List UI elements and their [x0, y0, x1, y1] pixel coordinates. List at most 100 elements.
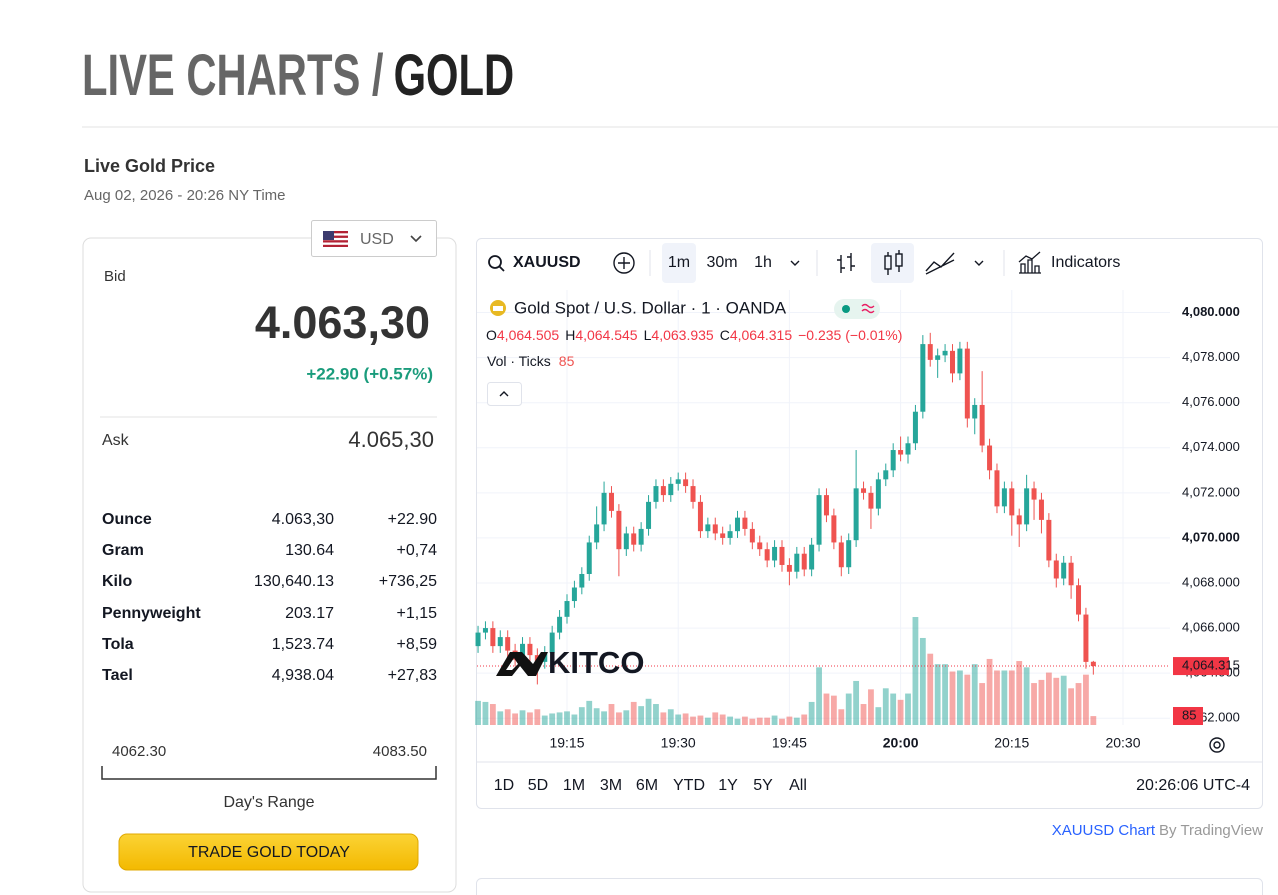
candle-body	[735, 517, 741, 532]
volume-bar	[868, 689, 874, 725]
bar-style-icon[interactable]	[837, 253, 855, 273]
volume-bar	[734, 718, 741, 725]
volume-bar	[549, 713, 556, 725]
interval-button[interactable]: 1h	[754, 254, 772, 271]
symbol[interactable]: XAUUSD	[513, 254, 581, 271]
unit-name: Tael	[102, 667, 133, 684]
bid-label: Bid	[104, 268, 126, 285]
candle-body	[1090, 661, 1096, 667]
price-card	[82, 237, 457, 893]
currency-select[interactable]	[311, 220, 437, 257]
range-button[interactable]: 6M	[636, 777, 658, 794]
candle-body	[890, 450, 896, 471]
chevron[interactable]	[790, 260, 800, 266]
unit-price: 4,938.04	[272, 667, 334, 684]
volume-bar	[764, 717, 771, 725]
unit-name: Gram	[102, 542, 144, 559]
collapse-button[interactable]	[487, 382, 522, 406]
candle-body	[853, 488, 859, 541]
range-button[interactable]: 1Y	[718, 777, 738, 794]
plot: 4,080.000 4,078.000 4,076.000 4,074.000 4,07…	[475, 290, 1240, 751]
volume-bar	[534, 709, 541, 725]
volume-bar	[1068, 688, 1075, 725]
volume-bar	[1075, 683, 1082, 725]
candle-body	[638, 528, 644, 545]
candle-body	[579, 573, 585, 588]
attribution-link[interactable]: XAUUSD Chart	[1052, 822, 1156, 839]
unit-price: 1,523.74	[272, 636, 334, 653]
candle-body	[1038, 499, 1044, 520]
title-part: LIVE CHARTS /	[82, 43, 383, 108]
volume-tag	[1173, 707, 1203, 725]
chevron	[499, 391, 509, 397]
volume-legend-label: Vol · Ticks	[487, 353, 551, 369]
range-button[interactable]: 5Y	[753, 777, 773, 794]
candle-body	[527, 643, 533, 656]
volume-bar	[541, 715, 548, 725]
candle-body	[675, 479, 681, 484]
x-tick-label: 20:15	[994, 735, 1029, 751]
range-button[interactable]: 5D	[528, 777, 548, 794]
volume-bar	[712, 712, 719, 725]
ohlc-label: H	[565, 327, 575, 343]
volume-bar	[556, 712, 563, 725]
candle-body	[631, 533, 637, 545]
volume-bar	[601, 711, 607, 725]
search-icon[interactable]	[488, 255, 502, 269]
y-tick-label: 4,068.000	[1182, 574, 1240, 589]
volume-bar	[482, 701, 489, 725]
interval-button[interactable]: 30m	[706, 254, 737, 271]
range-button[interactable]: 1M	[563, 777, 585, 794]
watermark-text: KITCO	[548, 645, 644, 680]
candle-body	[964, 348, 970, 419]
ohlc-label: L	[644, 327, 652, 343]
compare-button[interactable]	[613, 252, 635, 274]
unit-name: Ounce	[102, 511, 152, 528]
volume-bar	[897, 699, 904, 725]
y-tick-label: 4,072.000	[1182, 484, 1240, 499]
volume-bar	[497, 711, 504, 725]
trade-button[interactable]	[118, 833, 419, 871]
volume-bar	[615, 712, 622, 725]
range-button[interactable]: All	[789, 777, 807, 794]
volume-bar	[519, 710, 526, 725]
candle-body	[482, 628, 488, 633]
compare-plus	[618, 257, 630, 269]
interval-button[interactable]: 1m	[668, 254, 690, 271]
candle-body	[594, 524, 600, 543]
title-strong: GOLD	[394, 43, 515, 108]
range-button[interactable]: 3M	[600, 777, 622, 794]
volume-bar	[830, 695, 837, 725]
volume-bar	[838, 709, 845, 725]
volume-bar	[586, 700, 593, 725]
x-tick-label: 20:00	[883, 735, 919, 751]
volume-bar	[504, 709, 511, 725]
volume-bar	[704, 717, 711, 725]
candle-body	[475, 632, 481, 647]
candle-body	[772, 546, 778, 561]
range-button[interactable]: 1D	[494, 777, 514, 794]
candle-body	[868, 492, 874, 509]
volume-bar	[690, 716, 696, 725]
indicators-icon[interactable]	[1018, 251, 1041, 274]
volume-bar	[512, 713, 519, 725]
range-button[interactable]: YTD	[673, 777, 705, 794]
area-style-icon[interactable]	[925, 252, 955, 275]
chevron[interactable]	[974, 260, 984, 266]
volume-bar	[697, 715, 704, 725]
volume-bar	[645, 698, 652, 725]
candle-body	[623, 533, 629, 550]
volume-bar	[1060, 675, 1067, 725]
unit-name: Kilo	[102, 573, 132, 590]
volume-bar	[1045, 672, 1052, 725]
settings-icon[interactable]	[1209, 737, 1225, 753]
volume-bar	[971, 664, 978, 725]
volume-bar	[979, 683, 986, 725]
indicators-button[interactable]: Indicators	[1051, 254, 1120, 271]
candle-body	[898, 450, 904, 455]
candle-body	[697, 501, 703, 532]
volume-bar	[786, 716, 793, 725]
volume-bar	[964, 674, 971, 725]
watermark: KITCO	[496, 645, 644, 680]
